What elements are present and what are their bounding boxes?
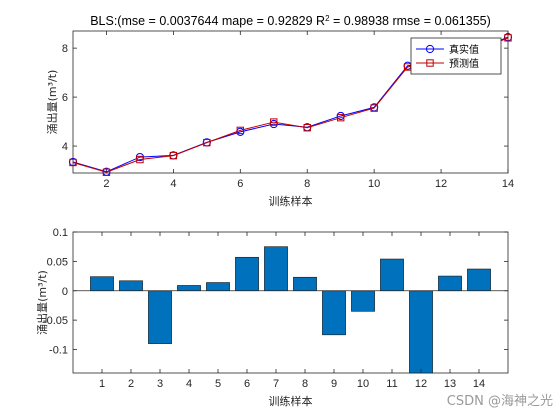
x-axis-label: 训练样本	[269, 194, 313, 208]
data-point	[236, 126, 245, 135]
bottom-plot-frame	[72, 231, 509, 374]
x-tick-label: 13	[444, 378, 456, 390]
legend-marker-1	[426, 59, 434, 67]
x-tick-label: 6	[237, 178, 243, 190]
legend-marker-0	[425, 44, 435, 54]
data-point	[136, 155, 144, 164]
x-tick-label: 5	[215, 378, 221, 390]
x-tick-label: 14	[502, 178, 514, 190]
x-tick-label: 8	[304, 178, 310, 190]
data-point	[69, 158, 77, 167]
x-tick-label: 14	[473, 378, 485, 390]
x-axis-label: 训练样本	[269, 394, 313, 408]
data-point	[303, 124, 311, 132]
legend-label-0: 真实值	[449, 43, 479, 56]
data-point	[270, 118, 278, 126]
x-tick-label: 10	[368, 178, 380, 190]
y-tick-label: 4	[62, 141, 68, 153]
bar	[409, 290, 433, 374]
bar	[467, 268, 491, 292]
y-tick-label: -0.1	[49, 345, 68, 357]
legend-box	[410, 37, 502, 75]
x-tick-label: 12	[435, 178, 447, 190]
x-tick-label: 7	[273, 378, 279, 390]
x-tick-label: 4	[170, 178, 176, 190]
bar	[438, 275, 462, 292]
x-tick-label: 12	[415, 378, 427, 390]
bar	[322, 290, 346, 336]
data-point	[169, 151, 178, 160]
x-tick-label: 11	[386, 378, 397, 390]
data-point	[102, 168, 111, 176]
x-tick-label: 1	[99, 378, 105, 390]
x-tick-label: 4	[186, 378, 192, 390]
y-tick-label: 0.1	[53, 227, 68, 239]
y-tick-label: -0.05	[43, 315, 68, 327]
y-tick-label: 8	[62, 43, 68, 55]
bar	[264, 246, 288, 292]
bar	[380, 258, 404, 292]
x-tick-label: 2	[103, 178, 109, 190]
data-point	[336, 113, 345, 122]
x-tick-label: 3	[157, 378, 163, 390]
y-tick-label: 6	[62, 92, 68, 104]
chart-title: BLS:(mse = 0.0037644 mape = 0.92829 R2 =…	[90, 14, 491, 29]
y-axis-label: 涌出量(m³/t)	[45, 70, 59, 135]
watermark: CSDN @海神之光	[447, 394, 553, 409]
x-tick-label: 9	[331, 378, 337, 390]
y-tick-label: 0.05	[47, 256, 68, 268]
legend-label-1: 预测值	[449, 57, 479, 70]
bar	[148, 290, 172, 344]
top-line-chart: BLS:(mse = 0.0037644 mape = 0.92829 R2 =…	[45, 14, 514, 209]
bar	[206, 282, 230, 292]
x-tick-label: 10	[357, 378, 369, 390]
data-point	[504, 34, 512, 42]
bottom-bar-chart: 1 2 3 4 5 6 7 8 9 10 11 12 13 14-0.1-0.0500.050.1训练样本…	[35, 227, 509, 408]
x-tick-label: 2	[128, 378, 134, 390]
bar	[177, 285, 201, 292]
data-point	[370, 104, 378, 112]
bar	[293, 276, 317, 292]
y-axis-label: 涌出量(m³/t)	[35, 270, 49, 335]
data-point	[203, 138, 211, 147]
bar	[351, 290, 375, 312]
bar	[235, 256, 259, 292]
y-tick-label: 0	[62, 286, 68, 298]
x-tick-label: 6	[244, 378, 250, 390]
bar	[90, 276, 114, 292]
bar	[119, 280, 143, 292]
x-tick-label: 8	[302, 378, 308, 390]
